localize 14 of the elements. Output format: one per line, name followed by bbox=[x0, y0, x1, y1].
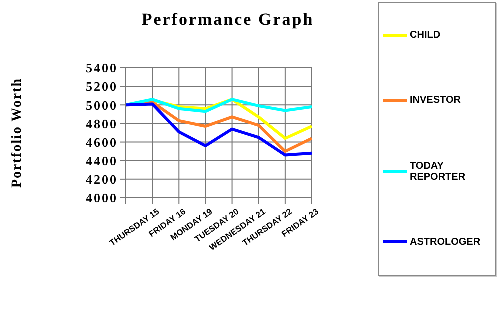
y-tick-label: 4200 bbox=[86, 172, 118, 188]
y-tick-label: 4800 bbox=[86, 116, 118, 132]
y-tick-label: 4600 bbox=[86, 134, 118, 150]
y-tick-label: 4400 bbox=[86, 153, 118, 168]
legend-label: INVESTOR bbox=[410, 95, 461, 106]
y-tick-label: 5200 bbox=[86, 79, 118, 94]
legend-label: ASTROLOGER bbox=[410, 236, 481, 248]
y-tick-label: 5000 bbox=[86, 98, 118, 113]
legend-label: TODAY REPORTER bbox=[410, 160, 467, 183]
chart-title: Performance Graph bbox=[140, 10, 316, 30]
legend-label: CHILD bbox=[410, 30, 441, 42]
y-tick-label: 5400 bbox=[86, 60, 118, 76]
y-axis-title: Portfolio Worth bbox=[10, 78, 25, 188]
y-tick-label: 4000 bbox=[86, 190, 118, 206]
